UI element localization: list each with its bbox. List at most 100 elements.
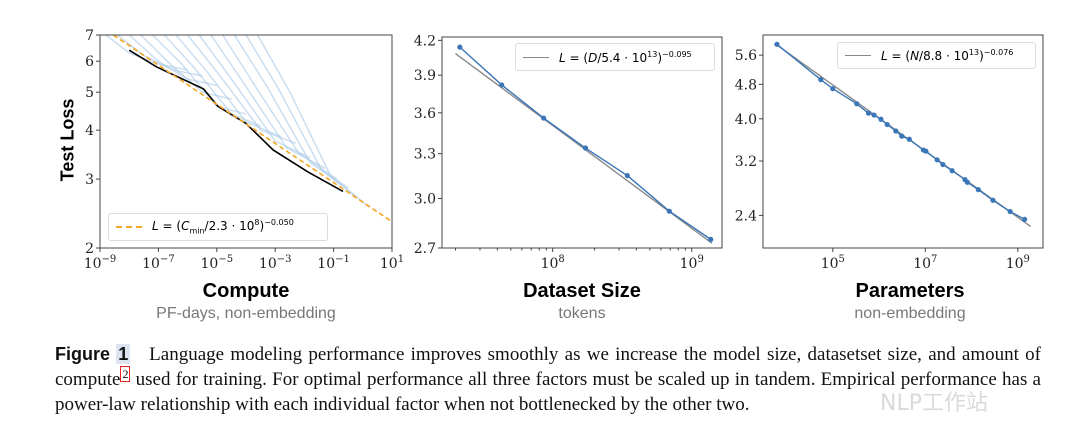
data-point xyxy=(708,236,714,242)
data-point xyxy=(865,110,872,116)
footnote-link[interactable]: 2 xyxy=(120,365,131,382)
data-point xyxy=(830,86,836,92)
data-point xyxy=(934,157,940,163)
training-curve xyxy=(152,35,247,115)
data-point xyxy=(949,168,955,174)
dataset-legend: L = (D/5.4 · 1013)−0.095 xyxy=(515,43,715,71)
plot-area xyxy=(774,41,1032,228)
y-tick-label: 4.8 xyxy=(735,77,757,93)
training-curve xyxy=(187,35,296,145)
y-tick-label: 2 xyxy=(85,241,94,257)
data-point xyxy=(624,172,630,179)
compute-legend: L = (Cmin/2.3 · 108)−0.050 xyxy=(108,213,328,241)
x-tick-label: 108 xyxy=(541,254,565,272)
data-point xyxy=(975,187,981,193)
data-point xyxy=(884,121,890,128)
y-axis-label: Test Loss xyxy=(57,98,78,182)
legend-dashed-line-swatch xyxy=(116,226,142,228)
data-point xyxy=(499,82,505,88)
parameters-chart: 105 107 109 2.4 3.2 4.0 4.8 5.6 xyxy=(735,34,1044,272)
training-curve xyxy=(128,35,217,87)
data-point xyxy=(854,101,860,107)
data-point xyxy=(893,128,899,134)
data-point xyxy=(582,145,589,151)
y-tick-label: 4 xyxy=(85,123,94,139)
x-tick-label: 10−1 xyxy=(317,254,350,272)
y-tick-label: 3.3 xyxy=(414,147,436,163)
training-curve xyxy=(117,35,203,77)
figure-number: 1 xyxy=(116,344,131,364)
data-point xyxy=(540,115,547,121)
legend-line-swatch xyxy=(845,55,871,56)
caption-text: Language modeling performance improves s… xyxy=(55,344,1042,390)
data-point xyxy=(990,197,996,203)
data-point xyxy=(774,41,780,47)
data-line xyxy=(459,46,712,240)
caption-text-continued: used for training. For optimal performan… xyxy=(55,369,1041,415)
y-tick-label: 2.7 xyxy=(414,241,436,257)
axes-frame xyxy=(441,36,723,249)
y-tick-label: 3 xyxy=(85,172,94,188)
x-tick-label: 10−5 xyxy=(201,254,234,272)
data-point xyxy=(666,208,672,214)
data-point xyxy=(457,44,463,50)
x-tick-label: 10−7 xyxy=(142,254,175,272)
legend-formula: L = (Cmin/2.3 · 108)−0.050 xyxy=(152,218,294,236)
compute-chart: 10−9 10−7 10−5 10−3 10−1 101 2 3 4 5 6 7 xyxy=(84,28,404,272)
data-point xyxy=(964,179,970,185)
fit-line xyxy=(111,35,392,223)
y-tick-label: 5 xyxy=(85,85,94,101)
training-curve xyxy=(163,35,262,127)
y-tick-label: 2.4 xyxy=(735,208,757,224)
data-point xyxy=(906,136,912,142)
figure-charts: 10−9 10−7 10−5 10−3 10−1 101 2 3 4 5 6 7 108 109 2.7 3.… xyxy=(84,28,1044,272)
training-curve xyxy=(233,35,349,189)
plot-area xyxy=(105,35,392,223)
compute-efficient-frontier xyxy=(128,49,344,193)
x-tick-label: 109 xyxy=(1006,254,1030,272)
y-tick-label: 6 xyxy=(85,54,94,70)
legend-formula: L = (N/8.8 · 1013)−0.076 xyxy=(881,48,1014,63)
training-curve xyxy=(198,35,311,159)
y-tick-label: 3.0 xyxy=(414,191,436,207)
dataset-subtitle: tokens xyxy=(558,305,606,322)
compute-subtitle: PF-days, non-embedding xyxy=(156,305,336,322)
axes-frame xyxy=(99,34,393,249)
parameters-legend: L = (N/8.8 · 1013)−0.076 xyxy=(837,42,1036,69)
x-tick-label: 107 xyxy=(913,254,937,272)
x-tick-label: 101 xyxy=(380,254,404,272)
training-curve xyxy=(222,35,338,180)
parameters-title: Parameters xyxy=(855,280,965,302)
training-curve xyxy=(175,35,282,138)
x-tick-label: 10−3 xyxy=(259,254,292,272)
plot-area xyxy=(455,44,714,244)
figure-caption: Figure 1 Language modeling performance i… xyxy=(55,342,1041,417)
data-point xyxy=(899,133,905,139)
dataset-title: Dataset Size xyxy=(523,280,641,302)
parameters-subtitle: non-embedding xyxy=(854,305,966,322)
data-point xyxy=(871,112,877,118)
legend-formula: L = (D/5.4 · 1013)−0.095 xyxy=(559,49,692,65)
training-curve xyxy=(210,35,326,169)
watermark: NLP工作站 xyxy=(880,391,988,416)
y-tick-label: 3.2 xyxy=(735,154,757,170)
data-point xyxy=(1007,208,1013,215)
y-tick-label: 4.2 xyxy=(414,33,436,49)
y-tick-label: 3.9 xyxy=(414,68,436,84)
data-point xyxy=(878,116,884,122)
legend-line-swatch xyxy=(523,56,549,58)
caption-label: Figure xyxy=(55,344,111,364)
data-point xyxy=(923,148,929,154)
y-tick-label: 4.0 xyxy=(735,112,757,128)
x-tick-label: 105 xyxy=(821,254,845,272)
training-curve xyxy=(256,35,370,208)
compute-title: Compute xyxy=(202,280,290,302)
dataset-chart: 108 109 2.7 3.0 3.3 3.6 3.9 4.2 xyxy=(414,33,723,272)
y-tick-label: 7 xyxy=(85,28,94,44)
x-tick-label: 109 xyxy=(680,254,704,272)
data-point xyxy=(818,77,824,83)
y-tick-label: 5.6 xyxy=(735,48,757,64)
axes-frame xyxy=(762,34,1044,249)
data-point xyxy=(1021,216,1028,222)
data-point xyxy=(940,161,946,168)
